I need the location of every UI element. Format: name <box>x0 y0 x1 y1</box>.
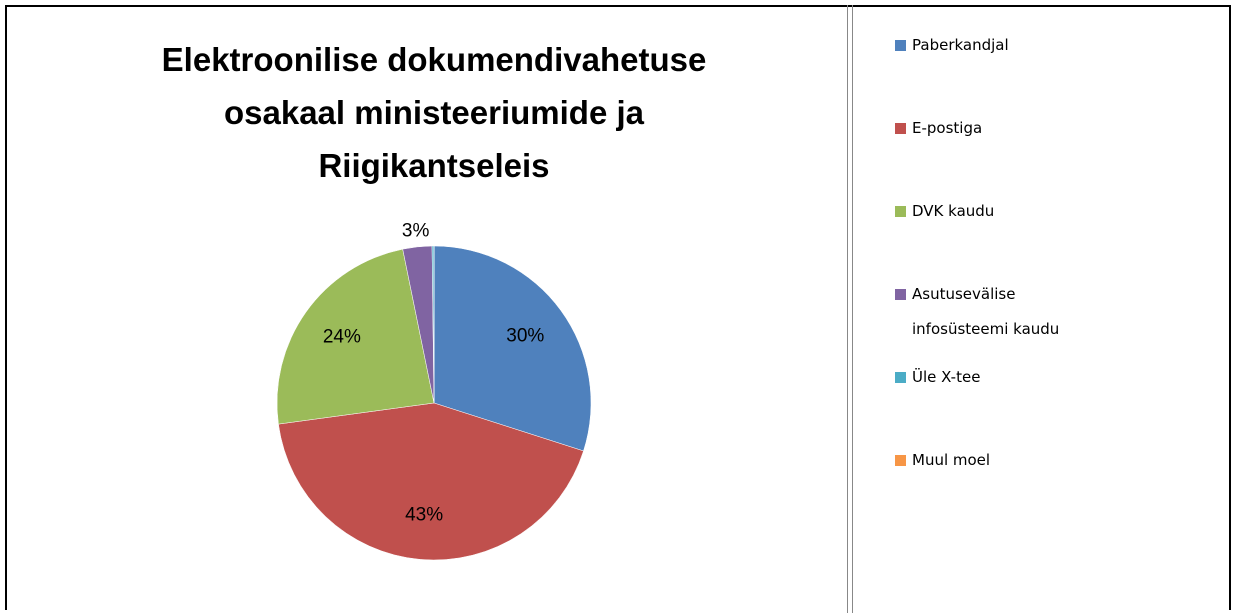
legend-swatch <box>895 40 906 51</box>
divider <box>847 5 848 613</box>
legend-label: E-postiga <box>912 119 983 137</box>
legend-swatch <box>895 372 906 383</box>
pie-slice <box>433 245 592 452</box>
legend: Paberkandjal E-postiga DVK kaudu Asutuseväl… <box>895 28 1102 526</box>
legend-item: E-postiga <box>895 111 1102 146</box>
legend-label: Paberkandjal <box>912 36 1009 54</box>
legend-item: DVK kaudu <box>895 194 1102 229</box>
legend-item: Üle X-tee <box>895 360 1102 395</box>
legend-item: Paberkandjal <box>895 28 1102 63</box>
data-label: 3% <box>402 220 430 241</box>
legend-label: DVK kaudu <box>912 202 995 220</box>
legend-label: Asutusevälise infosüsteemi kaudu <box>912 285 1060 338</box>
divider <box>852 5 853 613</box>
legend-swatch <box>895 455 906 466</box>
pie-slice <box>276 248 435 425</box>
legend-label: Muul moel <box>912 451 991 469</box>
legend-swatch <box>895 289 906 300</box>
data-label: 43% <box>405 505 443 526</box>
legend-label: Üle X-tee <box>912 368 981 386</box>
data-label: 24% <box>323 327 361 348</box>
legend-item: Muul moel <box>895 443 1102 478</box>
pie-slice <box>278 402 584 561</box>
legend-swatch <box>895 206 906 217</box>
chart-title: Elektroonilise dokumendivahetuse osakaal… <box>161 41 707 184</box>
legend-swatch <box>895 123 906 134</box>
legend-item: Asutusevälise infosüsteemi kaudu <box>895 277 1102 347</box>
data-label: 30% <box>506 325 544 346</box>
frame <box>5 5 1231 610</box>
pie-chart: 30% 43% 24% 3% <box>276 220 592 561</box>
